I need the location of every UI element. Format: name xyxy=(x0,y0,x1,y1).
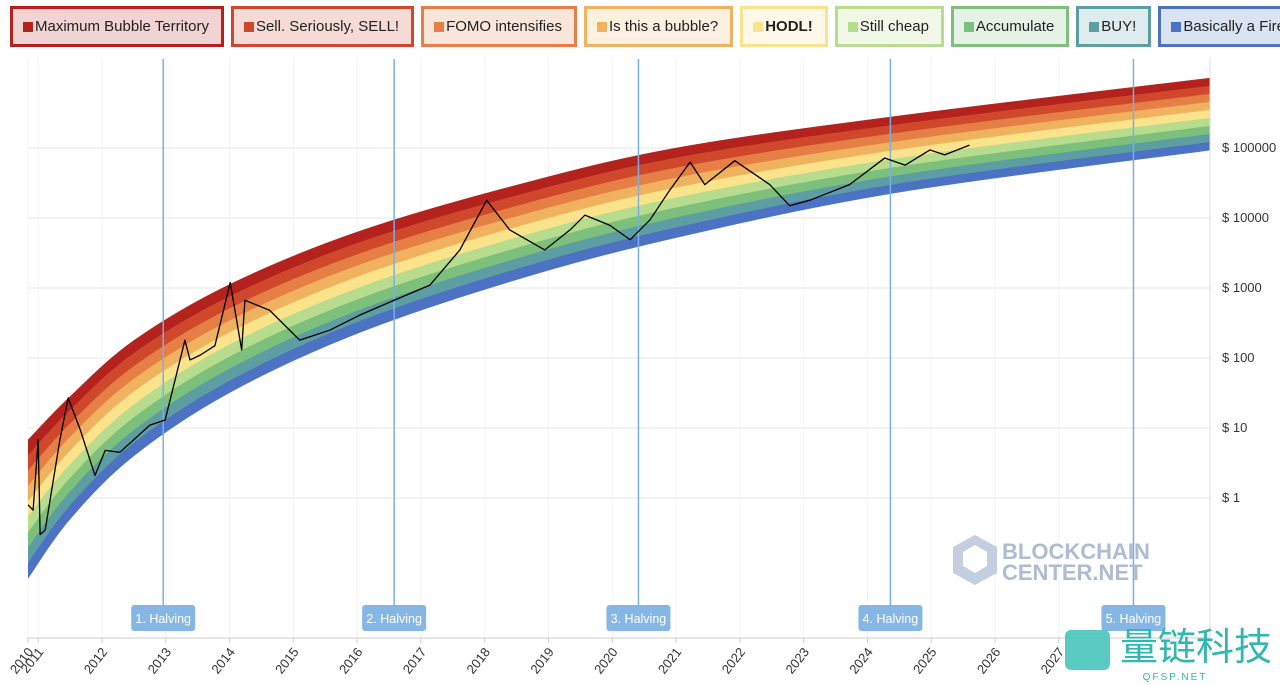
x-tick-label: 2019 xyxy=(527,645,557,677)
corner-icon xyxy=(1065,630,1110,670)
x-tick-label: 2018 xyxy=(463,645,493,677)
rainbow-band xyxy=(28,141,1210,579)
legend-label: FOMO intensifies xyxy=(446,18,562,35)
legend-label: Basically a Fire Sale xyxy=(1183,18,1280,35)
legend-label: Still cheap xyxy=(859,18,929,35)
x-tick-label: 2015 xyxy=(272,645,302,677)
halving-box xyxy=(606,605,671,631)
x-tick-label: 2023 xyxy=(782,645,812,677)
legend-item[interactable]: Still cheap xyxy=(834,6,944,47)
x-tick-label: 2027 xyxy=(1038,645,1068,677)
x-tick-label: 2012 xyxy=(81,645,111,677)
logo-icon xyxy=(953,535,997,585)
x-tick-label: 2025 xyxy=(910,645,940,677)
y-tick-label: $ 10000 xyxy=(1222,210,1269,225)
legend-swatch xyxy=(434,21,445,32)
x-tick-label: 2022 xyxy=(719,645,749,677)
legend-swatch xyxy=(23,21,33,32)
legend: Maximum Bubble Territory Sell. Seriously,… xyxy=(10,6,1280,47)
halving-label: 5. Halving xyxy=(1106,612,1162,626)
legend-item[interactable]: HODL! xyxy=(740,6,828,47)
halving-box xyxy=(1101,605,1166,631)
legend-swatch xyxy=(243,21,254,32)
y-tick-label: $ 10 xyxy=(1222,420,1247,435)
legend-label: Sell. Seriously, SELL! xyxy=(255,18,400,35)
logo-text: CENTER.NET xyxy=(1002,560,1143,585)
x-tick-label: 2020 xyxy=(591,645,621,677)
y-tick-label: $ 100000 xyxy=(1222,140,1276,155)
legend-swatch xyxy=(1171,21,1182,32)
corner-text: 量链科技 xyxy=(1120,627,1272,669)
legend-swatch xyxy=(963,21,974,32)
halving-label: 1. Halving xyxy=(135,612,191,626)
legend-label: Is this a bubble? xyxy=(608,18,719,35)
legend-label: Accumulate xyxy=(975,18,1055,35)
halving-label: 4. Halving xyxy=(863,612,919,626)
legend-swatch xyxy=(847,21,858,32)
halving-box xyxy=(858,605,923,631)
legend-item[interactable]: Maximum Bubble Territory xyxy=(10,6,224,47)
legend-item[interactable]: Is this a bubble? xyxy=(583,6,734,47)
halving-box xyxy=(362,605,427,631)
halving-label: 2. Halving xyxy=(366,612,422,626)
x-tick-label: 2026 xyxy=(974,645,1004,677)
legend-item[interactable]: FOMO intensifies xyxy=(421,6,577,47)
legend-item[interactable]: BUY! xyxy=(1076,6,1152,47)
legend-swatch xyxy=(596,21,607,32)
legend-label: HODL! xyxy=(765,18,813,35)
x-tick-label: 2024 xyxy=(846,645,876,677)
x-tick-label: 2014 xyxy=(208,645,238,677)
bands xyxy=(28,77,1210,579)
y-tick-label: $ 100 xyxy=(1222,350,1255,365)
legend-label: Maximum Bubble Territory xyxy=(35,18,209,35)
halving-label: 3. Halving xyxy=(611,612,667,626)
legend-swatch xyxy=(1089,21,1100,32)
price-line xyxy=(27,144,970,536)
legend-item[interactable]: Accumulate xyxy=(950,6,1070,47)
x-tick-label: 2017 xyxy=(400,645,430,677)
legend-item[interactable]: Sell. Seriously, SELL! xyxy=(230,6,415,47)
legend-swatch xyxy=(753,21,764,32)
logo-text: BLOCKCHAIN xyxy=(1002,539,1150,564)
legend-label: BUY! xyxy=(1101,18,1137,35)
x-tick-label: 2016 xyxy=(336,645,366,677)
y-tick-label: $ 1000 xyxy=(1222,280,1262,295)
y-tick-label: $ 1 xyxy=(1222,490,1240,505)
x-tick-label: 2013 xyxy=(145,645,175,677)
x-tick-label: 2021 xyxy=(655,645,685,677)
legend-item[interactable]: Basically a Fire Sale xyxy=(1158,6,1280,47)
corner-sub: QFSP.NET xyxy=(1143,672,1208,683)
halving-box xyxy=(131,605,196,631)
